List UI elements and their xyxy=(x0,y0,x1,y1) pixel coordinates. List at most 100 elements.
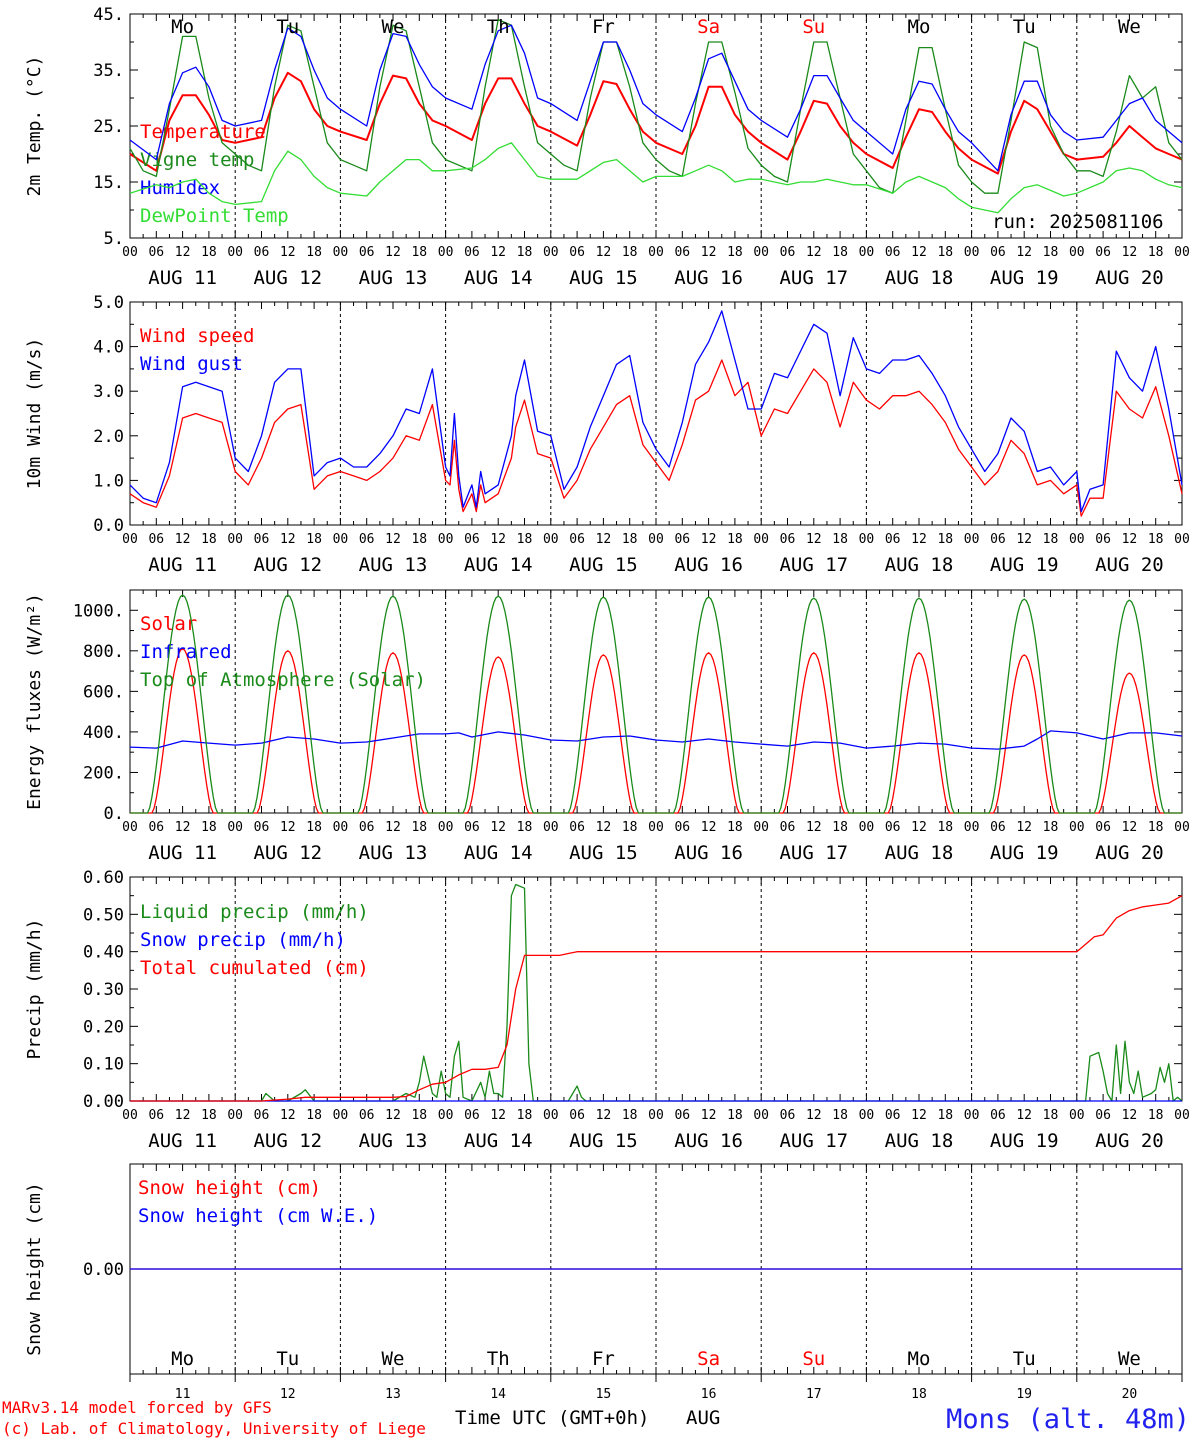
y-tick-label: 2.0 xyxy=(93,427,124,447)
legend-entry: Total cumulated (cm) xyxy=(140,957,369,979)
chart-panel-4: 0.60 0.50 0.40 0.30 0.20 0.10 0.00 Precip (mm/h… xyxy=(24,868,1190,1152)
y-tick-label: 25. xyxy=(93,117,124,137)
hour-tick-label: 06 xyxy=(990,820,1006,835)
hour-tick-label: 06 xyxy=(1095,1108,1111,1123)
hour-tick-label: 12 xyxy=(280,245,296,260)
hour-tick-label: 06 xyxy=(990,245,1006,260)
y-tick-label: 400. xyxy=(83,723,124,743)
y-tick-label: 0.0 xyxy=(93,516,124,536)
hour-tick-label: 18 xyxy=(201,820,217,835)
hour-tick-label: 06 xyxy=(674,1108,690,1123)
series-line-1 xyxy=(129,730,1183,750)
date-label: AUG 17 xyxy=(779,554,848,576)
station-label: Mons (alt. 48m) xyxy=(946,1404,1190,1435)
weekday-label: Th xyxy=(487,16,510,38)
hour-tick-label: 12 xyxy=(911,245,927,260)
hour-tick-label: 18 xyxy=(517,1108,533,1123)
hour-tick-label: 12 xyxy=(490,1108,506,1123)
run-label: run: 2025081106 xyxy=(992,211,1164,233)
weekday-label: Mo xyxy=(171,16,194,38)
hour-tick-label: 00 xyxy=(859,1108,875,1123)
hour-tick-label: 12 xyxy=(175,820,191,835)
date-label: AUG 16 xyxy=(674,1130,743,1152)
weekday-label: Tu xyxy=(1013,1348,1036,1370)
date-label: AUG 14 xyxy=(464,842,533,864)
hour-tick-label: 00 xyxy=(753,245,769,260)
hour-tick-label: 18 xyxy=(622,820,638,835)
hour-tick-label: 00 xyxy=(438,245,454,260)
hour-tick-label: 18 xyxy=(517,532,533,547)
date-label: AUG 19 xyxy=(990,842,1059,864)
hour-tick-label: 18 xyxy=(306,532,322,547)
hour-tick-label: 12 xyxy=(1122,1108,1138,1123)
y-axis-label: Precip (mm/h) xyxy=(24,919,45,1060)
hour-tick-label: 18 xyxy=(727,1108,743,1123)
date-label: AUG 11 xyxy=(148,554,217,576)
hour-tick-label: 00 xyxy=(1069,820,1085,835)
day-number: 20 xyxy=(1122,1387,1138,1402)
y-tick-label: 0.20 xyxy=(83,1017,124,1037)
legend-entry: Temperature xyxy=(140,121,266,143)
date-label: AUG 16 xyxy=(674,842,743,864)
y-tick-label: 1.0 xyxy=(93,471,124,491)
hour-tick-label: 06 xyxy=(464,532,480,547)
legend-entry: DewPoint Temp xyxy=(140,205,289,227)
legend-entry: Snow height (cm W.E.) xyxy=(138,1205,378,1227)
y-tick-label: 0.30 xyxy=(83,980,124,1000)
hour-tick-label: 06 xyxy=(990,1108,1006,1123)
hour-tick-label: 12 xyxy=(1122,245,1138,260)
hour-tick-label: 12 xyxy=(490,532,506,547)
hour-tick-label: 06 xyxy=(885,245,901,260)
hour-tick-label: 00 xyxy=(438,532,454,547)
hour-tick-label: 12 xyxy=(596,820,612,835)
hour-tick-label: 18 xyxy=(201,1108,217,1123)
hour-tick-label: 12 xyxy=(1016,245,1032,260)
hour-tick-label: 00 xyxy=(543,1108,559,1123)
date-label: AUG 20 xyxy=(1095,554,1164,576)
hour-tick-label: 00 xyxy=(227,820,243,835)
hour-tick-label: 06 xyxy=(885,820,901,835)
hour-tick-label: 18 xyxy=(1043,245,1059,260)
y-tick-label: 35. xyxy=(93,61,124,81)
date-label: AUG 11 xyxy=(148,267,217,289)
hour-tick-label: 06 xyxy=(674,820,690,835)
hour-tick-label: 18 xyxy=(1148,1108,1164,1123)
series-line-2 xyxy=(130,895,1183,1102)
day-number: 11 xyxy=(175,1387,191,1402)
date-label: AUG 17 xyxy=(779,1130,848,1152)
date-label: AUG 12 xyxy=(253,267,322,289)
legend-entry: Snow height (cm) xyxy=(138,1177,321,1199)
hour-tick-label: 18 xyxy=(517,245,533,260)
hour-tick-label: 12 xyxy=(490,245,506,260)
hour-tick-label: 18 xyxy=(622,245,638,260)
date-label: AUG 16 xyxy=(674,267,743,289)
y-tick-label: 5. xyxy=(104,229,124,249)
hour-tick-label: 00 xyxy=(122,532,138,547)
hour-tick-label: 06 xyxy=(569,245,585,260)
hour-tick-label: 00 xyxy=(122,1108,138,1123)
hour-tick-label: 12 xyxy=(1016,820,1032,835)
date-label: AUG 15 xyxy=(569,554,638,576)
hour-tick-label: 00 xyxy=(122,245,138,260)
hour-tick-label: 12 xyxy=(175,1108,191,1123)
lab-credit: (c) Lab. of Climatology, University of L… xyxy=(2,1419,426,1438)
y-tick-label: 600. xyxy=(83,682,124,702)
weekday-label: Su xyxy=(802,1348,825,1370)
hour-tick-label: 00 xyxy=(333,820,349,835)
hour-tick-label: 12 xyxy=(385,820,401,835)
hour-tick-label: 06 xyxy=(148,820,164,835)
series-line-1 xyxy=(129,310,1183,513)
hour-tick-label: 00 xyxy=(333,1108,349,1123)
hour-tick-label: 18 xyxy=(832,532,848,547)
y-tick-label: 0.60 xyxy=(83,868,124,888)
hour-tick-label: 00 xyxy=(964,1108,980,1123)
weekday-label: Th xyxy=(487,1348,510,1370)
x-axis-title: Time UTC (GMT+0h) xyxy=(455,1407,649,1429)
hour-tick-label: 06 xyxy=(885,532,901,547)
day-number: 13 xyxy=(385,1387,401,1402)
hour-tick-label: 12 xyxy=(1122,532,1138,547)
hour-tick-label: 06 xyxy=(780,1108,796,1123)
date-label: AUG 14 xyxy=(464,267,533,289)
hour-tick-label: 12 xyxy=(806,532,822,547)
hour-tick-label: 18 xyxy=(622,532,638,547)
